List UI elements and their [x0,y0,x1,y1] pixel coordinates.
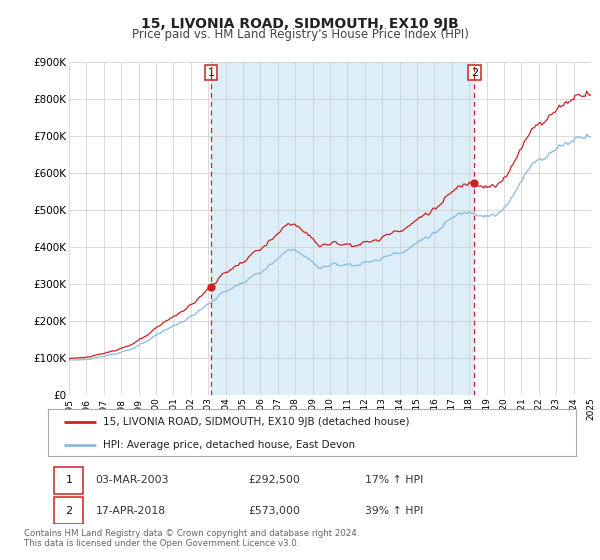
FancyBboxPatch shape [55,466,83,493]
Text: Contains HM Land Registry data © Crown copyright and database right 2024.: Contains HM Land Registry data © Crown c… [24,529,359,538]
Text: 15, LIVONIA ROAD, SIDMOUTH, EX10 9JB (detached house): 15, LIVONIA ROAD, SIDMOUTH, EX10 9JB (de… [103,417,410,427]
Text: Price paid vs. HM Land Registry's House Price Index (HPI): Price paid vs. HM Land Registry's House … [131,28,469,41]
Text: 15, LIVONIA ROAD, SIDMOUTH, EX10 9JB: 15, LIVONIA ROAD, SIDMOUTH, EX10 9JB [141,17,459,31]
Bar [211,62,474,395]
Text: £573,000: £573,000 [248,506,301,516]
Text: 03-MAR-2003: 03-MAR-2003 [95,475,169,485]
Text: 39% ↑ HPI: 39% ↑ HPI [365,506,423,516]
Text: 2: 2 [65,506,73,516]
Text: 1: 1 [208,68,215,78]
Text: HPI: Average price, detached house, East Devon: HPI: Average price, detached house, East… [103,440,356,450]
Text: £292,500: £292,500 [248,475,301,485]
Text: This data is licensed under the Open Government Licence v3.0.: This data is licensed under the Open Gov… [24,539,299,548]
Text: 17-APR-2018: 17-APR-2018 [95,506,166,516]
Text: 17% ↑ HPI: 17% ↑ HPI [365,475,423,485]
Text: 2: 2 [470,68,478,78]
Text: 1: 1 [65,475,73,485]
FancyBboxPatch shape [55,497,83,524]
